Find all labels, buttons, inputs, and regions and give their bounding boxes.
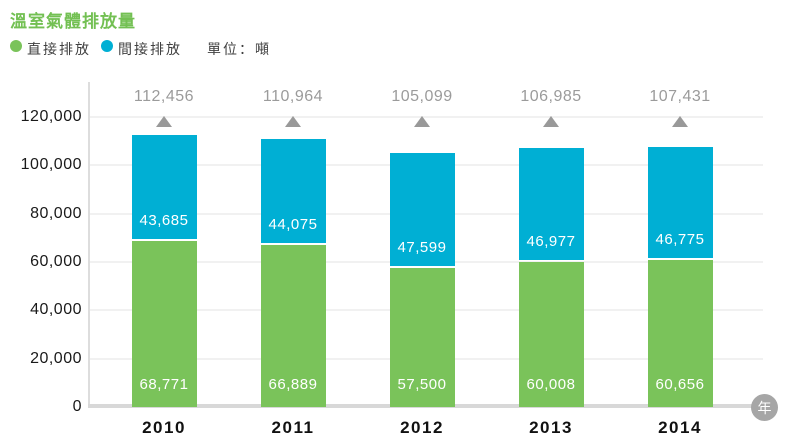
bar-value-indirect-2010: 43,685	[139, 211, 189, 229]
bar-2013-direct: 60,008	[518, 261, 584, 407]
bar-value-indirect-2011: 44,075	[268, 216, 318, 234]
bar-2010-direct: 68,771	[131, 240, 197, 407]
total-label-2011: 110,964	[262, 88, 324, 105]
bar-2012-indirect: 47,599	[389, 153, 455, 267]
x-tick-label-2012: 2012	[400, 418, 444, 437]
y-tick-label-60000: 60,000	[30, 253, 82, 270]
legend-label-indirect: 間接排放	[118, 41, 182, 57]
y-tick-label-100000: 100,000	[20, 156, 82, 174]
bar-value-direct-2012: 57,500	[397, 375, 447, 393]
bar-2010-indirect: 43,685	[131, 135, 197, 239]
legend-label-direct: 直接排放	[27, 41, 91, 57]
total-label-2012: 105,099	[391, 88, 453, 105]
total-marker-triangle-2011	[285, 116, 301, 127]
total-marker-triangle-2012	[414, 116, 430, 127]
bar-2011-direct: 66,889	[260, 245, 326, 407]
bar-2012-direct: 57,500	[389, 268, 455, 407]
x-axis-unit-badge: 年	[751, 394, 778, 421]
bar-2013-indirect: 46,977	[518, 148, 584, 260]
page-title: 溫室氣體排放量	[10, 12, 136, 31]
bar-value-indirect-2014: 46,775	[655, 231, 705, 249]
unit-label: 單位：噸	[207, 41, 271, 57]
legend: 直接排放 間接排放 單位：噸	[0, 37, 789, 57]
bar-value-direct-2011: 66,889	[268, 375, 318, 393]
bar-value-indirect-2013: 46,977	[526, 232, 576, 250]
indirect-emissions-dot-icon	[101, 40, 113, 52]
total-label-2014: 107,431	[649, 88, 711, 105]
y-tick-label-120000: 120,000	[20, 108, 82, 125]
direct-emissions-dot-icon	[10, 40, 22, 52]
total-marker-triangle-2010	[156, 116, 172, 127]
x-tick-label-2013: 2013	[529, 418, 573, 437]
bar-2014-indirect: 46,775	[647, 147, 713, 259]
total-label-2013: 106,985	[520, 88, 582, 105]
bar-value-direct-2014: 60,656	[655, 375, 705, 393]
y-tick-label-0: 0	[72, 398, 82, 415]
bar-value-indirect-2012: 47,599	[397, 239, 447, 257]
total-marker-triangle-2013	[543, 116, 559, 127]
y-tick-label-20000: 20,000	[30, 349, 82, 367]
y-tick-label-40000: 40,000	[30, 301, 82, 319]
bar-2011-indirect: 44,075	[260, 138, 326, 244]
total-label-2010: 112,456	[133, 88, 195, 105]
total-marker-triangle-2014	[672, 116, 688, 127]
bar-value-direct-2013: 60,008	[526, 375, 576, 393]
y-tick-label-80000: 80,000	[30, 204, 82, 222]
bar-2014-direct: 60,656	[647, 260, 713, 407]
bar-value-direct-2010: 68,771	[139, 375, 189, 393]
x-tick-label-2010: 2010	[142, 418, 186, 437]
y-axis-line	[88, 82, 90, 408]
x-tick-label-2014: 2014	[658, 418, 702, 437]
x-tick-label-2011: 2011	[271, 418, 315, 437]
